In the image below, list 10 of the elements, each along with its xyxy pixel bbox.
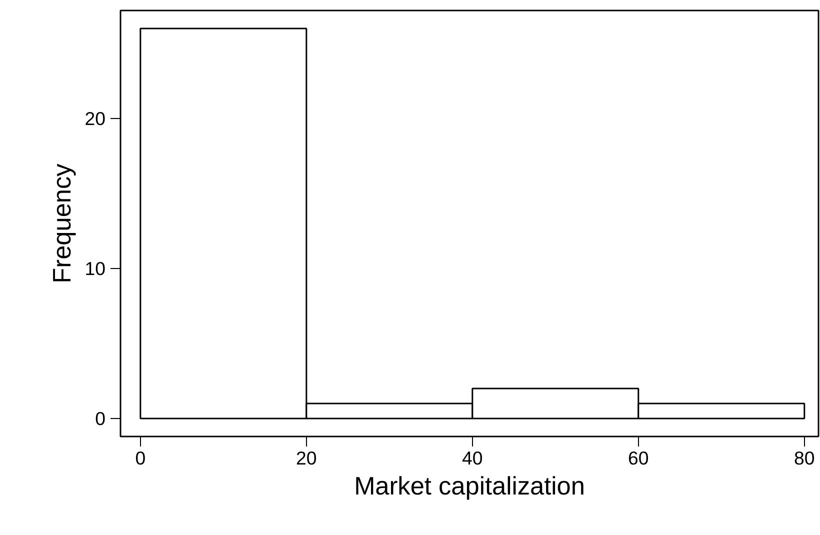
x-axis-title: Market capitalization [354, 472, 585, 500]
y-tick-label: 10 [84, 258, 106, 279]
x-tick-label: 40 [462, 448, 483, 468]
x-tick-label: 80 [794, 448, 815, 468]
y-tick-label: 20 [84, 108, 106, 129]
y-axis-title: Frequency [48, 163, 77, 284]
x-tick-label: 20 [296, 448, 317, 468]
x-tick-label: 0 [135, 448, 146, 468]
y-tick-label: 0 [95, 408, 106, 429]
x-tick-label: 60 [628, 448, 649, 468]
